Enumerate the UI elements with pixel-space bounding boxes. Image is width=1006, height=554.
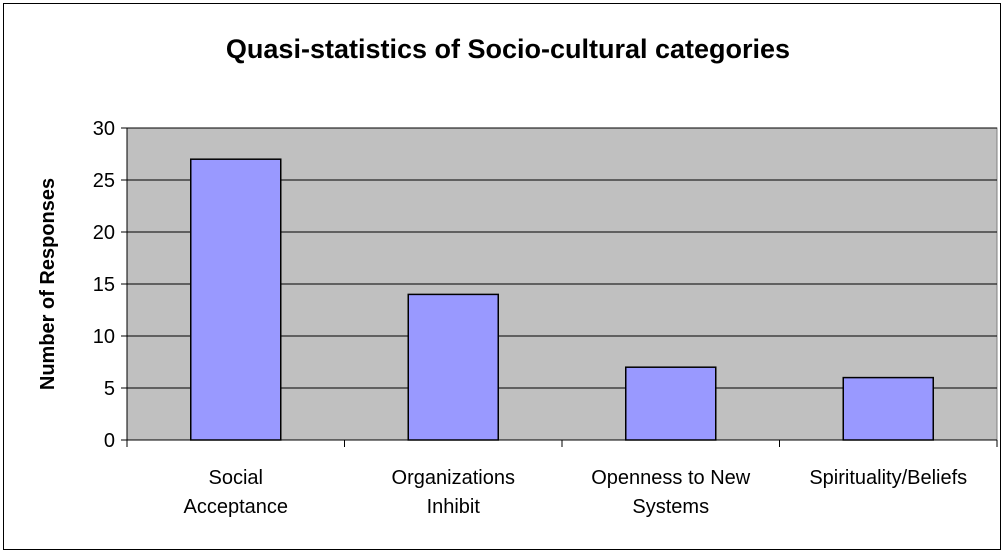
- y-tick-label: 5: [104, 378, 115, 400]
- x-tick-label-line: Spirituality/Beliefs: [809, 467, 967, 489]
- bars: [190, 158, 934, 441]
- y-axis-label: Number of Responses: [37, 178, 59, 390]
- y-tick-label: 25: [93, 170, 115, 192]
- x-tick-label-line: Organizations: [392, 467, 515, 489]
- x-tick-label-line: Openness to New: [591, 467, 751, 489]
- x-tick-label: Social Acceptance: [183, 467, 288, 518]
- x-tick-label-line: Systems: [632, 496, 709, 518]
- x-tick-label-line: Social: [209, 467, 263, 489]
- x-tick-label-line: Inhibit: [427, 496, 481, 518]
- y-tick-label: 15: [93, 274, 115, 296]
- y-tick-label: 30: [93, 118, 115, 140]
- x-tick-label: Organizations Inhibit: [392, 467, 515, 518]
- bar: [190, 158, 282, 441]
- x-axis-labels: Social Acceptance Organizations Inhibit Open…: [183, 467, 967, 518]
- x-tick-label-line: Acceptance: [183, 496, 288, 518]
- y-axis-ticks: 0 5 10 15 20 25 30: [93, 118, 127, 452]
- bar: [407, 293, 499, 441]
- x-tick-label: Openness to New Systems: [591, 467, 751, 518]
- y-tick-label: 0: [104, 430, 115, 452]
- y-tick-label: 20: [93, 222, 115, 244]
- y-tick-label: 10: [93, 326, 115, 348]
- x-tick-label: Spirituality/Beliefs: [809, 467, 967, 489]
- bar: [625, 366, 717, 441]
- chart-title: Quasi-statistics of Socio-cultural categ…: [226, 34, 790, 64]
- bar: [842, 376, 934, 441]
